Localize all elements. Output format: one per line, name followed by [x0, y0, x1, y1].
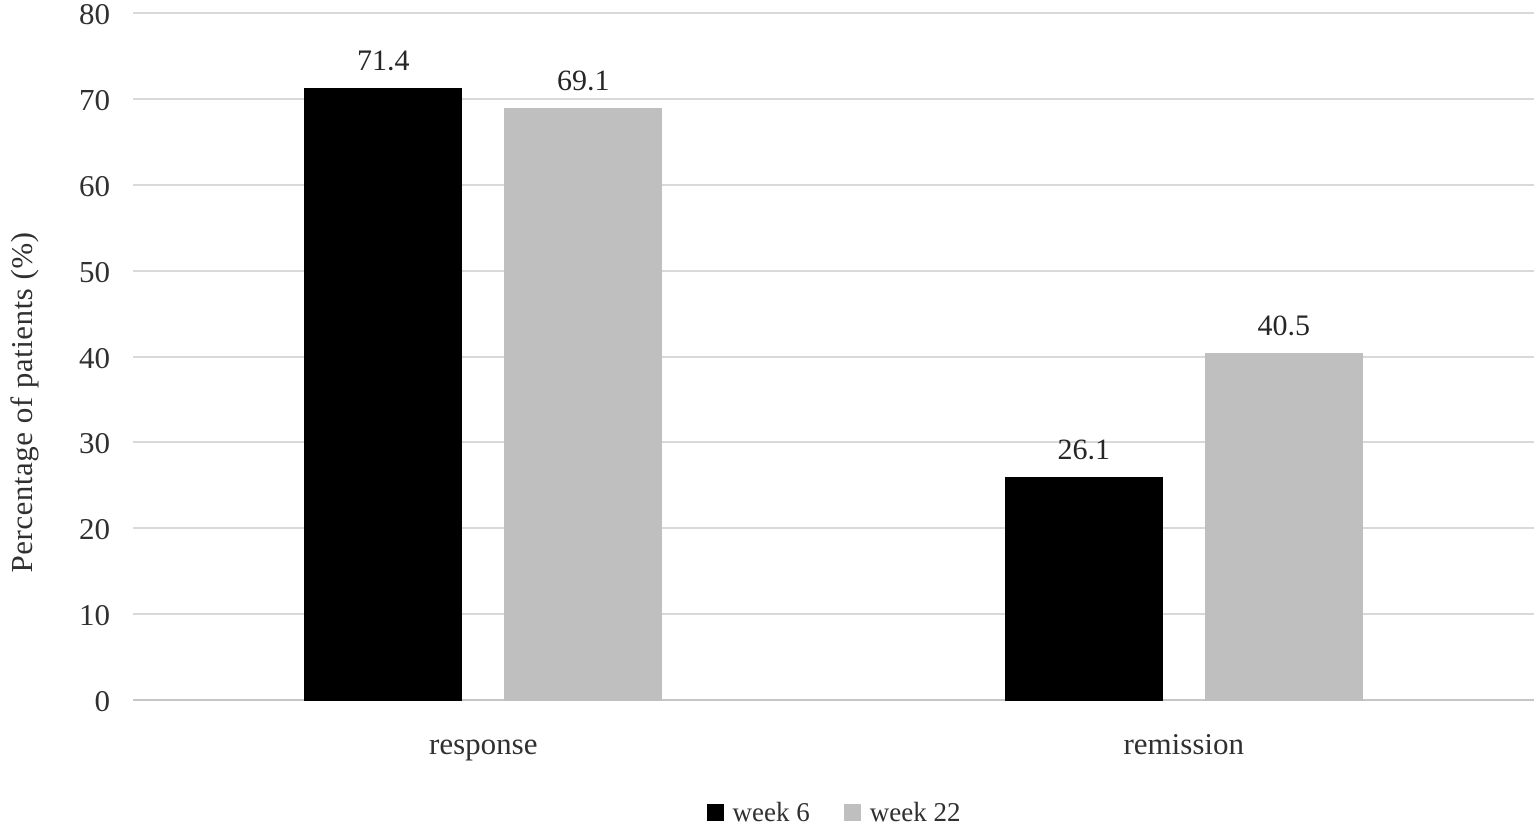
value-label-week-6-remission: 26.1	[1057, 432, 1111, 466]
gridline-40	[133, 355, 1534, 358]
bar-week-22-response	[504, 107, 663, 701]
gridline-10	[133, 613, 1534, 616]
gridline-30	[133, 441, 1534, 444]
y-tick-label-70: 70	[79, 81, 110, 117]
y-tick-label-30: 30	[79, 425, 110, 461]
legend-swatch-week-22	[843, 803, 861, 821]
category-label-remission: remission	[1123, 726, 1245, 761]
y-tick-label-10: 10	[79, 597, 110, 633]
y-tick-label-50: 50	[79, 253, 110, 289]
y-tick-label-40: 40	[79, 339, 110, 375]
value-label-week-6-response: 71.4	[357, 43, 410, 77]
y-tick-label-20: 20	[79, 511, 110, 547]
legend-swatch-week-6	[706, 803, 724, 821]
gridline-0	[133, 699, 1534, 701]
gridline-50	[133, 269, 1534, 272]
y-tick-label-80: 80	[79, 0, 110, 31]
value-label-week-22-remission: 40.5	[1257, 309, 1311, 343]
gridline-20	[133, 527, 1534, 530]
plot-area: 71.4 69.1 26.1 40.5	[133, 12, 1534, 701]
y-tick-label-0: 0	[94, 683, 111, 718]
legend-item-week-22: week 22	[843, 796, 961, 827]
bar-week-6-remission	[1004, 476, 1163, 701]
gridline-80	[133, 12, 1534, 14]
legend-label-week-6: week 6	[732, 796, 810, 827]
category-label-response: response	[429, 726, 538, 761]
value-label-week-22-response: 69.1	[557, 63, 610, 97]
y-tick-label-60: 60	[79, 167, 110, 203]
gridline-60	[133, 183, 1534, 186]
legend-item-week-6: week 6	[706, 796, 810, 827]
bar-week-22-remission	[1204, 353, 1363, 701]
bar-week-6-response	[304, 87, 463, 701]
legend-label-week-22: week 22	[869, 796, 961, 827]
gridline-70	[133, 97, 1534, 100]
legend: week 6 week 22	[133, 795, 1534, 829]
